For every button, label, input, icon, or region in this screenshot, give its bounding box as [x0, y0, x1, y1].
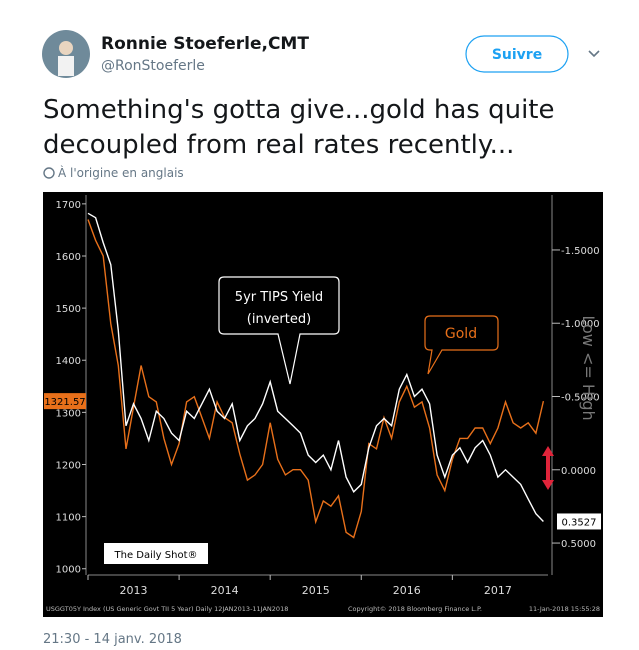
double-arrow: [542, 446, 554, 490]
y-tick-label: 1500: [56, 304, 81, 315]
callout-text: Gold: [445, 326, 477, 342]
last-value-box: [44, 393, 86, 410]
callout-text: 5yr TIPS Yield: [235, 290, 323, 305]
user-name: Ronnie Stoeferle,CMT: [101, 34, 309, 54]
translation-note[interactable]: À l'origine en anglais: [58, 165, 184, 180]
last-value-box: [557, 513, 601, 530]
x-tick-label: 2016: [393, 584, 421, 597]
y-tick-label: 1200: [56, 460, 81, 471]
y2-tick-label: 0.0000: [561, 466, 596, 477]
y-tick-label: 1100: [56, 513, 81, 524]
follow-button[interactable]: Suivre: [465, 35, 569, 73]
y-tick-label: 1600: [56, 252, 81, 263]
tweet-text: Something's gotta give...gold has quite: [43, 95, 555, 125]
y2-axis-label: Low <= High: [579, 315, 598, 420]
tweet-text: decoupled from real rates recently...: [43, 130, 514, 160]
y2-tick-label: -0.5000: [561, 393, 600, 404]
follow-button-label[interactable]: Suivre: [492, 47, 542, 63]
user-handle: @RonStoeferle: [101, 58, 205, 74]
x-tick-label: 2017: [484, 584, 512, 597]
y-tick-label: 1400: [56, 356, 81, 367]
y-tick-label: 1300: [56, 408, 81, 419]
series-line: [87, 219, 545, 539]
last-value-label: 1321.57: [44, 397, 85, 408]
menu-chevron[interactable]: [588, 50, 600, 58]
y-tick-label: 1000: [56, 565, 81, 576]
y2-tick-label: -1.0000: [561, 319, 600, 330]
globe-icon: [43, 167, 55, 179]
y2-tick-label: 0.5000: [561, 539, 596, 550]
footer-text: USGGT05Y Index (US Generic Govt TII 5 Ye…: [46, 605, 288, 613]
footer-text: 11-Jan-2018 15:55:28: [529, 605, 600, 613]
watermark: The Daily Shot®: [114, 550, 198, 561]
y2-tick-label: -1.5000: [561, 246, 600, 257]
x-tick-label: 2014: [211, 584, 239, 597]
series-line: [87, 212, 544, 522]
avatar-face: [59, 41, 73, 55]
timestamp: 21:30 - 14 janv. 2018: [43, 632, 182, 647]
chart: 1000 1100 1200 1300 1400 1500 1600 1700 -1.5000 -…: [44, 195, 601, 613]
y-tick-label: 1700: [56, 200, 81, 211]
avatar-body: [58, 56, 74, 76]
x-tick-label: 2013: [120, 584, 148, 597]
last-value-label: 0.3527: [562, 517, 597, 528]
x-tick-label: 2015: [302, 584, 330, 597]
footer-text: Copyright© 2018 Bloomberg Finance L.P.: [348, 605, 482, 613]
follow-button-bg[interactable]: [465, 35, 569, 73]
callout-text: (inverted): [247, 312, 311, 327]
callout-box: [218, 276, 340, 385]
callout-box: [424, 315, 499, 375]
watermark-box: [104, 543, 208, 564]
